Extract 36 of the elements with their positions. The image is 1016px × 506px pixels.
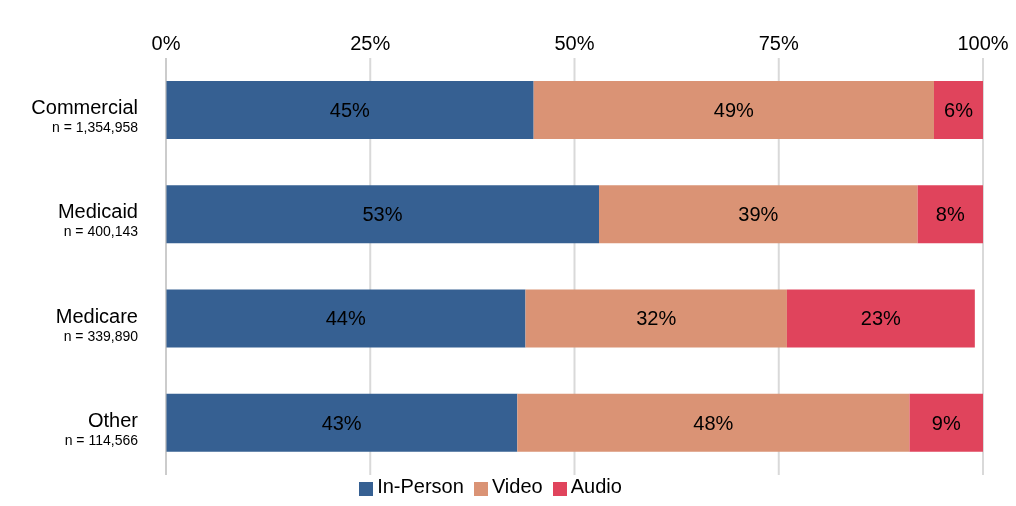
data-label: 6% <box>944 98 974 121</box>
bar <box>533 80 934 139</box>
legend-label: Video <box>491 475 543 497</box>
x-tick-label: 100% <box>957 32 1009 54</box>
bar <box>525 289 787 348</box>
data-label: 39% <box>738 203 779 226</box>
data-label: 53% <box>362 203 403 226</box>
bar <box>166 80 534 139</box>
data-label: 43% <box>321 411 362 434</box>
bar <box>909 393 983 452</box>
bar <box>917 185 983 244</box>
data-label: 45% <box>329 98 371 121</box>
data-label: 49% <box>713 98 755 121</box>
y-tick-label: Other n = 114,566 <box>64 408 139 448</box>
bar <box>786 289 975 348</box>
bar <box>517 393 910 452</box>
x-tick-label: 75% <box>758 32 799 54</box>
data-label: 48% <box>693 411 734 434</box>
bar <box>933 80 983 139</box>
data-label: 9% <box>931 411 961 434</box>
data-label: 23% <box>860 307 902 330</box>
x-tick-label: 25% <box>350 32 391 54</box>
y-tick-label: Commercial n = 1,354,958 <box>31 96 139 136</box>
legend-label: Audio <box>570 475 622 497</box>
data-label: 8% <box>935 203 965 226</box>
legend-label: In-Person <box>377 475 464 497</box>
y-tick-label: Medicare n = 339,890 <box>55 304 139 344</box>
x-tick-label: 50% <box>554 32 595 54</box>
x-tick-label: 0% <box>151 32 181 54</box>
y-tick-label: Medicaid n = 400,143 <box>57 200 139 240</box>
bar <box>166 185 600 244</box>
bar <box>599 185 918 244</box>
data-label: 32% <box>636 307 677 330</box>
data-label: 44% <box>325 307 366 330</box>
bar <box>166 393 518 452</box>
bar <box>166 289 526 348</box>
